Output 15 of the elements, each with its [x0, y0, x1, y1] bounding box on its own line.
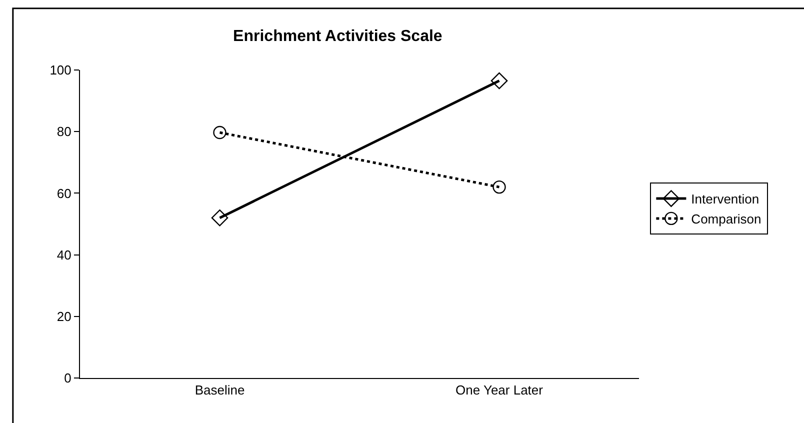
y-tick-label: 80 [56, 124, 72, 140]
y-tick-label: 100 [50, 62, 72, 78]
point [490, 72, 508, 90]
y-tick-label: 40 [56, 247, 72, 262]
legend-label: Comparison [691, 212, 762, 227]
x-tick-label: Baseline [194, 382, 245, 398]
y-tick-label: 20 [56, 308, 72, 324]
point [213, 126, 226, 140]
point [211, 209, 228, 226]
y-tick-label: 60 [56, 186, 72, 201]
legend-label: Intervention [691, 192, 760, 207]
chart-title: Enrichment Activities Scale [233, 28, 442, 45]
x-tick-label: One Year Later [456, 382, 544, 398]
y-tick-label: 0 [64, 370, 72, 386]
point [492, 180, 506, 194]
